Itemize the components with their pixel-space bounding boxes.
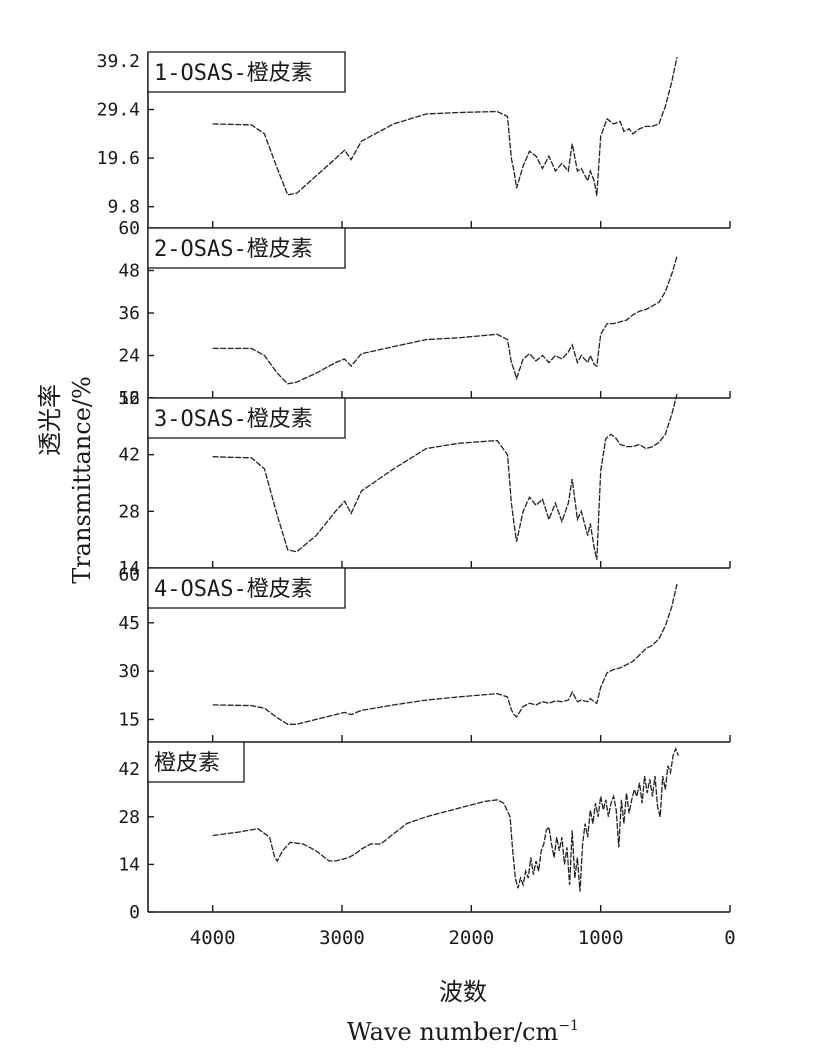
panel-5-label-box <box>147 741 245 783</box>
panel-5-label: 橙皮素 <box>154 751 220 776</box>
panel-3-label: 3-OSAS-橙皮素 <box>154 407 313 432</box>
panel-5-y-tick-label: 0 <box>129 902 140 923</box>
panel-1-y-tick-label: 29.4 <box>97 100 140 121</box>
x-tick-label: 3000 <box>319 927 365 949</box>
panel-3-y-tick-label: 14 <box>118 558 140 579</box>
x-tick-label: 2000 <box>448 927 494 949</box>
x-axis-title-en: Wave number/cm−1 <box>347 1018 579 1046</box>
panel-4: 15 30 45 60 4-OSAS-橙皮素 <box>118 564 731 743</box>
panel-2-y-tick-label: 12 <box>118 388 140 409</box>
panel-5-spectrum-line <box>212 746 679 892</box>
panel-3-spectrum-line <box>212 393 678 561</box>
panel-4-y-tick-label: 45 <box>118 613 140 634</box>
panel-1-label: 1-OSAS-橙皮素 <box>154 61 313 86</box>
panel-2-label: 2-OSAS-橙皮素 <box>154 237 313 262</box>
y-axis-title-en: Transmittance/% <box>68 376 96 584</box>
y-axis-title-en-group: Transmittance/% <box>68 376 96 584</box>
y-axis-title-cn-group: 透光率 <box>36 384 64 456</box>
panel-4-spectrum-line <box>212 583 678 725</box>
x-axis-title-cn: 波数 <box>439 978 487 1006</box>
panel-2: 12 24 36 48 60 2-OSAS-橙皮素 <box>118 218 731 409</box>
panel-2-label-box <box>147 227 346 269</box>
x-axis-title-en-main: Wave number/cm <box>347 1018 559 1046</box>
panel-3: 14 28 42 56 3-OSAS-橙皮素 <box>118 388 731 579</box>
panel-2-y-tick-label: 60 <box>118 218 140 239</box>
x-axis-ticks: 4000 3000 2000 1000 0 <box>190 927 736 949</box>
panel-1-label-box <box>147 51 346 93</box>
panel-2-spectrum-line <box>212 256 678 385</box>
panel-1-y-tick-label: 9.8 <box>107 197 140 218</box>
panel-5: 0 14 28 42 橙皮素 <box>118 741 731 923</box>
panel-4-y-tick-label: 15 <box>118 709 140 730</box>
panel-3-y-tick-label: 28 <box>118 501 140 522</box>
panel-1-y-tick-label: 19.6 <box>97 148 140 169</box>
y-axis-title-cn: 透光率 <box>36 384 64 456</box>
panel-4-label-box <box>147 567 346 609</box>
panel-2-y-tick-label: 48 <box>118 261 140 282</box>
panel-3-y-tick-label: 42 <box>118 445 140 466</box>
panels-group: 9.8 19.6 29.4 39.2 1-OSAS-橙皮素 12 24 36 48 60 2-OSA… <box>97 51 731 923</box>
panel-4-y-tick-label: 60 <box>118 564 140 585</box>
panel-1: 9.8 19.6 29.4 39.2 1-OSAS-橙皮素 <box>97 51 731 229</box>
x-tick-label: 0 <box>724 927 735 949</box>
x-axis-title-en-sup: −1 <box>558 1018 579 1034</box>
panel-2-y-tick-label: 36 <box>118 303 140 324</box>
x-tick-label: 1000 <box>578 927 624 949</box>
x-tick-label: 4000 <box>190 927 236 949</box>
panel-5-y-tick-label: 14 <box>118 854 140 875</box>
panel-1-y-tick-label: 39.2 <box>97 51 140 72</box>
panel-2-y-tick-label: 24 <box>118 346 140 367</box>
panel-4-y-tick-label: 30 <box>118 661 140 682</box>
panel-1-spectrum-line <box>212 56 678 196</box>
panel-5-y-tick-label: 42 <box>118 759 140 780</box>
panel-4-label: 4-OSAS-橙皮素 <box>154 577 313 602</box>
panel-3-y-tick-label: 56 <box>118 388 140 409</box>
panel-5-y-tick-label: 28 <box>118 807 140 828</box>
panel-3-label-box <box>147 397 346 439</box>
